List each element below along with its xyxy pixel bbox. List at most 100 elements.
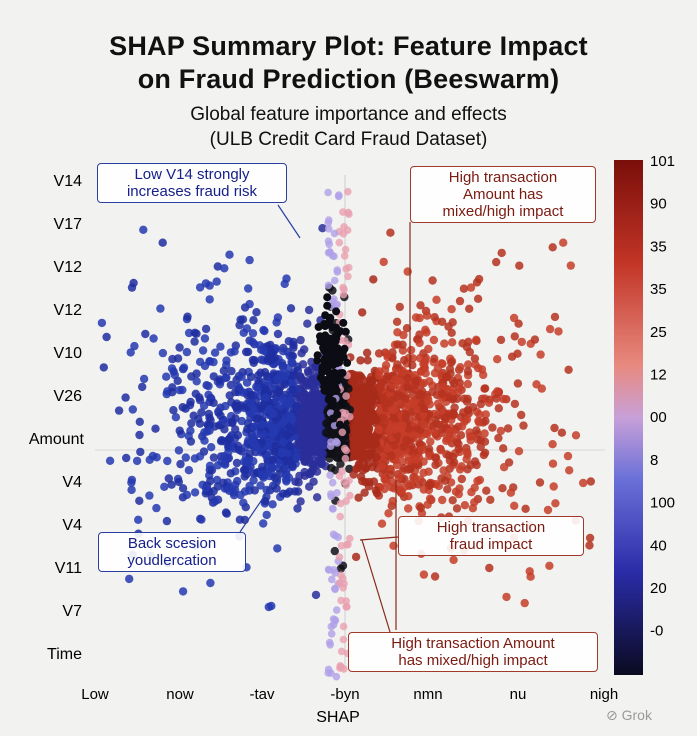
data-point xyxy=(292,453,301,462)
data-point xyxy=(341,436,350,446)
data-point xyxy=(333,376,342,385)
data-point xyxy=(167,364,177,373)
data-point xyxy=(324,281,333,290)
data-point xyxy=(563,451,573,461)
data-point xyxy=(333,359,341,368)
data-point xyxy=(309,401,319,410)
data-point xyxy=(275,459,285,469)
data-point xyxy=(398,421,407,430)
data-point xyxy=(386,228,395,237)
data-point xyxy=(342,497,351,506)
data-point xyxy=(398,368,407,377)
data-point xyxy=(459,408,468,417)
data-point xyxy=(152,453,161,462)
data-point xyxy=(336,459,345,469)
data-point xyxy=(335,553,344,561)
data-point xyxy=(437,389,447,398)
data-point xyxy=(327,463,336,473)
data-point xyxy=(317,459,326,468)
data-point xyxy=(135,430,144,440)
data-point xyxy=(278,363,288,372)
data-point xyxy=(510,332,519,341)
data-point xyxy=(579,478,588,488)
data-point xyxy=(493,355,502,364)
data-point xyxy=(209,453,219,462)
data-point xyxy=(571,431,581,440)
data-point xyxy=(395,449,404,459)
data-point xyxy=(324,249,333,257)
data-point xyxy=(377,462,387,471)
data-point xyxy=(304,305,314,315)
data-point xyxy=(290,487,300,496)
data-point xyxy=(204,409,213,419)
data-point xyxy=(372,432,381,442)
data-point xyxy=(332,606,341,614)
data-point xyxy=(428,276,437,285)
data-point xyxy=(136,447,145,457)
data-point xyxy=(475,475,485,485)
data-point xyxy=(372,415,381,424)
data-point xyxy=(388,496,397,506)
data-point xyxy=(422,311,432,320)
colorbar-label: 00 xyxy=(650,409,667,426)
data-point xyxy=(480,437,490,446)
data-point xyxy=(471,360,480,369)
data-point xyxy=(430,313,439,322)
data-point xyxy=(179,363,189,372)
data-point xyxy=(233,476,242,486)
data-point xyxy=(162,516,172,526)
data-point xyxy=(311,590,321,600)
data-point xyxy=(369,275,378,284)
annotation-leader-lines xyxy=(239,204,411,633)
data-point xyxy=(430,428,440,437)
data-point xyxy=(204,381,213,391)
feature-label: Amount xyxy=(29,431,85,448)
data-point xyxy=(543,505,553,515)
colorbar-label: 35 xyxy=(650,281,667,298)
data-point xyxy=(310,372,319,381)
data-point xyxy=(102,332,111,342)
data-point xyxy=(342,603,351,611)
data-point xyxy=(387,483,396,492)
data-point xyxy=(178,403,187,412)
data-point xyxy=(447,358,456,367)
data-point xyxy=(358,477,367,486)
data-point xyxy=(296,497,305,506)
data-point xyxy=(341,327,350,336)
data-point xyxy=(301,450,310,459)
data-point xyxy=(258,462,267,472)
data-point xyxy=(99,363,109,372)
data-point xyxy=(184,466,194,475)
data-point xyxy=(407,479,416,488)
data-point xyxy=(444,451,454,460)
data-point xyxy=(343,358,352,367)
data-point xyxy=(126,348,135,357)
data-point xyxy=(156,304,165,313)
data-point xyxy=(212,475,222,485)
data-point xyxy=(557,428,567,437)
data-point xyxy=(549,482,558,491)
data-point xyxy=(510,501,519,510)
data-point xyxy=(244,284,253,293)
data-point xyxy=(267,348,276,357)
data-point xyxy=(585,541,594,550)
data-point xyxy=(141,329,150,339)
data-point xyxy=(344,272,352,281)
data-point xyxy=(151,424,160,433)
x-tick-label: nigh xyxy=(590,686,618,703)
data-point xyxy=(114,406,124,415)
colorbar-label: 35 xyxy=(650,238,667,255)
data-point xyxy=(472,335,481,344)
data-point xyxy=(415,439,424,448)
colorbar-label: 8 xyxy=(650,452,658,469)
data-point xyxy=(248,337,257,347)
x-tick-label: nmn xyxy=(413,686,442,703)
data-point xyxy=(130,341,139,351)
data-point xyxy=(245,255,254,265)
data-point xyxy=(494,404,503,413)
data-point xyxy=(121,393,130,402)
data-point xyxy=(225,483,235,492)
data-point xyxy=(412,455,421,464)
colorbar xyxy=(614,160,643,675)
